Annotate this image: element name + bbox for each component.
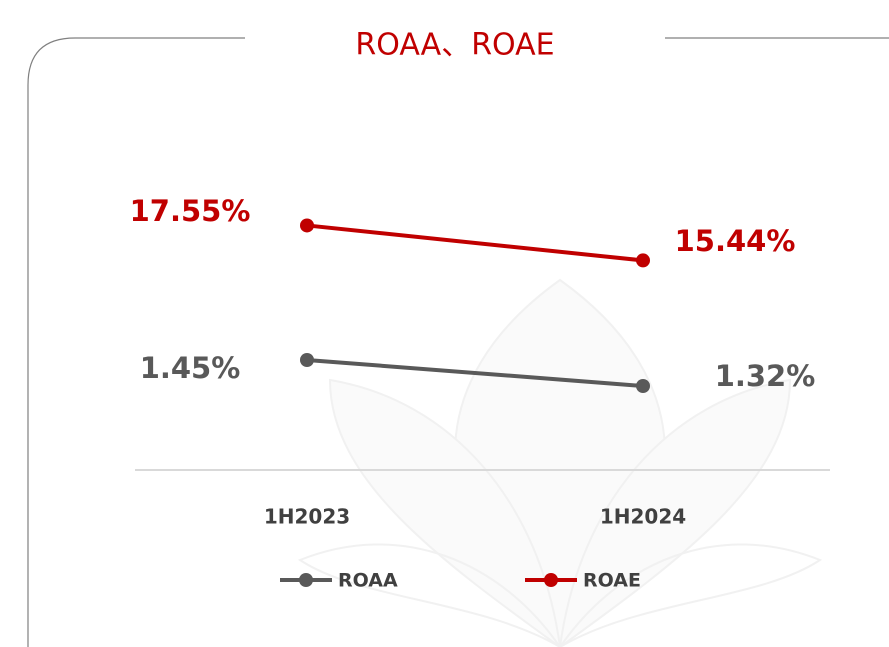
frame — [27, 37, 889, 647]
value-label: 17.55% — [130, 194, 251, 228]
legend-marker — [544, 573, 558, 587]
line — [306, 223, 644, 263]
point — [300, 353, 314, 367]
point — [300, 218, 314, 233]
point — [636, 379, 650, 393]
x-tick-label: 1H2024 — [600, 505, 686, 529]
value-label: 1.45% — [140, 351, 241, 385]
legend-label: ROAE — [583, 570, 641, 592]
x-tick-label: 1H2023 — [264, 505, 350, 529]
chart-title: ROAA、ROAE — [355, 28, 554, 63]
legend-label: ROAA — [338, 570, 398, 592]
line — [306, 358, 644, 388]
point — [636, 253, 650, 268]
legend-marker — [299, 573, 313, 587]
value-label: 15.44% — [675, 224, 796, 258]
value-label: 1.32% — [715, 359, 816, 393]
background-petals — [297, 278, 823, 647]
